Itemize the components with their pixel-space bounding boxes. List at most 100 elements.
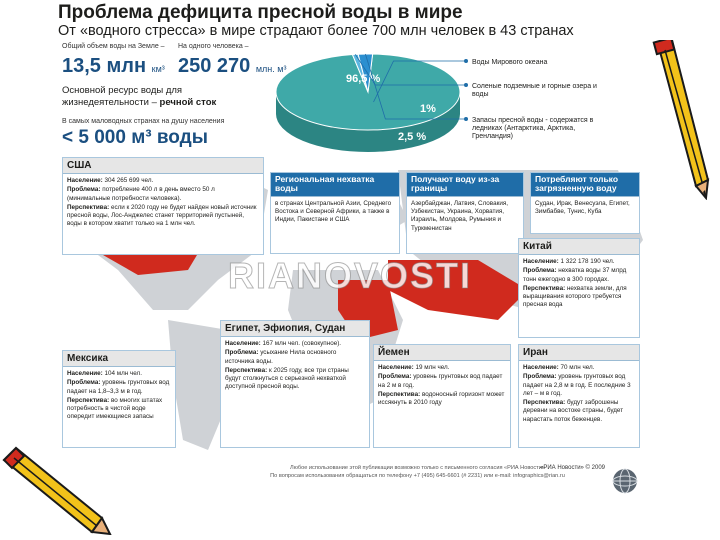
- total-water-label: Общий объем воды на Земле –: [62, 43, 165, 50]
- map-south-america: [168, 320, 233, 450]
- page-title: Проблема дефицита пресной воды в мире: [58, 2, 463, 23]
- legend-dot-0: [464, 59, 468, 63]
- mexico-outlook-label: Перспектива:: [67, 396, 110, 404]
- page-subtitle: От «водного стресса» в мире страдают бол…: [58, 23, 574, 39]
- box-borders-title: Получают воду из-за границы: [407, 173, 523, 197]
- per-person-label: На одного человека –: [178, 43, 249, 50]
- box-borders-text: Азербайджан, Латвия, Словакия, Узбекиста…: [411, 199, 509, 232]
- box-yemen: Йемен Население: 19 млн чел. Проблема: у…: [373, 344, 511, 448]
- mexico-problem: уровень грунтовых вод падает на 1,8–3,3 …: [67, 379, 170, 395]
- china-problem-label: Проблема:: [523, 267, 557, 275]
- footer-line-2: По вопросам использования обращаться по …: [270, 472, 565, 479]
- box-china-title: Китай: [519, 239, 639, 255]
- total-water-number: 13,5 млн: [62, 55, 147, 77]
- pencil-icon: [652, 40, 710, 200]
- box-egypt-title: Египет, Эфиопия, Судан: [221, 321, 369, 337]
- footer: Любое использование этой публикации возм…: [225, 465, 610, 480]
- pie-slices: [275, 53, 461, 152]
- yemen-problem: уровень грунтовых вод падает на 2 м в го…: [378, 373, 503, 389]
- egypt-population: 167 млн чел. (совокупное).: [262, 340, 342, 347]
- per-person-number: 250 270: [178, 55, 251, 77]
- egypt-problem: усыхание Нила основного источника воды.: [225, 349, 337, 365]
- resource-line-2-text: жизнедеятельности –: [62, 97, 160, 108]
- legend-line-0: [373, 60, 464, 103]
- yemen-outlook-label: Перспектива:: [378, 390, 421, 398]
- yemen-population-label: Население:: [378, 364, 414, 371]
- box-yemen-body: Население: 19 млн чел. Проблема: уровень…: [374, 361, 510, 411]
- iran-population: 70 млн чел.: [560, 364, 595, 371]
- box-iran-body: Население: 70 млн чел. Проблема: уровень…: [519, 361, 639, 428]
- box-iran: Иран Население: 70 млн чел. Проблема: ур…: [518, 344, 640, 448]
- usa-population-label: Население:: [67, 177, 103, 184]
- yemen-problem-label: Проблема:: [378, 373, 412, 381]
- map-asia-red: [388, 260, 528, 320]
- box-usa-body: Население: 304 265 699 чел. Проблема: по…: [63, 174, 263, 233]
- pie-value-labels: 96,5 % 1% 2,5 %: [346, 73, 436, 143]
- legend-label-1: Соленые подземные и горные озера и воды: [472, 83, 597, 98]
- yemen-outlook: водоносный горизонт может иссякнуть в 20…: [378, 390, 505, 407]
- usa-population: 304 265 699 чел.: [104, 177, 154, 184]
- egypt-problem-label: Проблема:: [225, 349, 259, 357]
- box-usa: США Население: 304 265 699 чел. Проблема…: [62, 157, 264, 255]
- yemen-population: 19 млн чел.: [415, 364, 450, 371]
- pie-value-label-1: 1%: [420, 103, 436, 115]
- per-person-unit: млн. м³: [255, 64, 287, 74]
- ria-globe-icon: [612, 468, 638, 494]
- usa-problem-label: Проблема:: [67, 186, 101, 194]
- pencil-icon-bottom: [2, 446, 112, 535]
- total-water-unit: км³: [151, 64, 165, 74]
- arid-label: В самых маловодных странах на душу насел…: [62, 118, 225, 125]
- box-china: Китай Население: 1 322 178 190 чел. Проб…: [518, 238, 640, 338]
- china-problem: нехватка воды 37 млрд тонн ежегодно в 30…: [523, 267, 627, 283]
- water-pie-chart: 96,5 % 1% 2,5 % Воды Мирового океана Солены…: [275, 53, 597, 152]
- legend-line-2: [364, 53, 464, 120]
- pie-slice-2: [357, 53, 374, 93]
- arid-value: < 5 000 м³ воды: [62, 127, 208, 148]
- watermark: RIANOVOSTI: [227, 255, 473, 297]
- box-egypt-body: Население: 167 млн чел. (совокупное). Пр…: [221, 337, 369, 396]
- iran-outlook-label: Перспектива:: [523, 399, 566, 407]
- box-yemen-title: Йемен: [374, 345, 510, 361]
- footer-copyright: «РИА Новости» © 2009: [540, 465, 605, 471]
- resource-line-2: жизнедеятельности – речной сток: [62, 97, 216, 108]
- iran-problem-label: Проблема:: [523, 373, 557, 381]
- legend-dot-2: [464, 117, 468, 121]
- box-china-body: Население: 1 322 178 190 чел. Проблема: …: [519, 255, 639, 314]
- box-borders: Получают воду из-за границы Азербайджан,…: [406, 172, 524, 254]
- mexico-population-label: Население:: [67, 370, 103, 377]
- legend-dot-1: [464, 83, 468, 87]
- egypt-outlook: к 2025 году, все три страны будут столкн…: [225, 366, 349, 391]
- box-regional-text: в странах Центральной Азии, Среднего Вос…: [275, 199, 392, 224]
- box-iran-title: Иран: [519, 345, 639, 361]
- box-regional: Региональная нехватка воды в странах Цен…: [270, 172, 400, 254]
- china-outlook: нехватка земли, для выращивания которого…: [523, 284, 627, 309]
- per-person-value: 250 270 млн. м³: [178, 55, 286, 78]
- box-mexico-body: Население: 104 млн чел. Проблема: уровен…: [63, 367, 175, 426]
- total-water-value: 13,5 млн км³: [62, 55, 165, 78]
- box-polluted-text: Судан, Ирак, Венесуэла, Египет, Зимбабве…: [535, 199, 630, 215]
- pie-disc-side: [276, 92, 460, 152]
- pie-value-label-0: 96,5 %: [346, 73, 380, 85]
- resource-line-1: Основной ресурс воды для: [62, 85, 183, 96]
- china-population: 1 322 178 190 чел.: [560, 258, 615, 265]
- iran-population-label: Население:: [523, 364, 559, 371]
- legend-leader-lines: [354, 53, 464, 120]
- box-regional-title: Региональная нехватка воды: [271, 173, 399, 197]
- footer-line-1: Любое использование этой публикации возм…: [290, 465, 545, 471]
- china-population-label: Население:: [523, 258, 559, 265]
- box-polluted: Потребляют только загрязненную воду Суда…: [530, 172, 640, 234]
- usa-outlook: если к 2020 году не будет найден новый и…: [67, 203, 257, 228]
- legend-label-2: Запасы пресной воды - содержатся в ледник…: [472, 116, 594, 140]
- legend-label-0: Воды Мирового океана: [472, 59, 547, 66]
- china-outlook-label: Перспектива:: [523, 284, 566, 292]
- usa-problem: потребление 400 л в день вместо 50 л (ми…: [67, 186, 215, 202]
- iran-outlook: будут заброшены деревни на востоке стран…: [523, 399, 624, 423]
- box-mexico: Мексика Население: 104 млн чел. Проблема…: [62, 350, 176, 448]
- mexico-outlook: во многих штатах потребность в чистой во…: [67, 396, 163, 421]
- box-polluted-title: Потребляют только загрязненную воду: [531, 173, 639, 197]
- resource-river: речной сток: [159, 97, 217, 108]
- mexico-problem-label: Проблема:: [67, 379, 101, 387]
- box-mexico-title: Мексика: [63, 351, 175, 367]
- usa-outlook-label: Перспектива:: [67, 203, 110, 211]
- iran-problem: уровень грунтовых вод падает на 2,8 м в …: [523, 373, 631, 397]
